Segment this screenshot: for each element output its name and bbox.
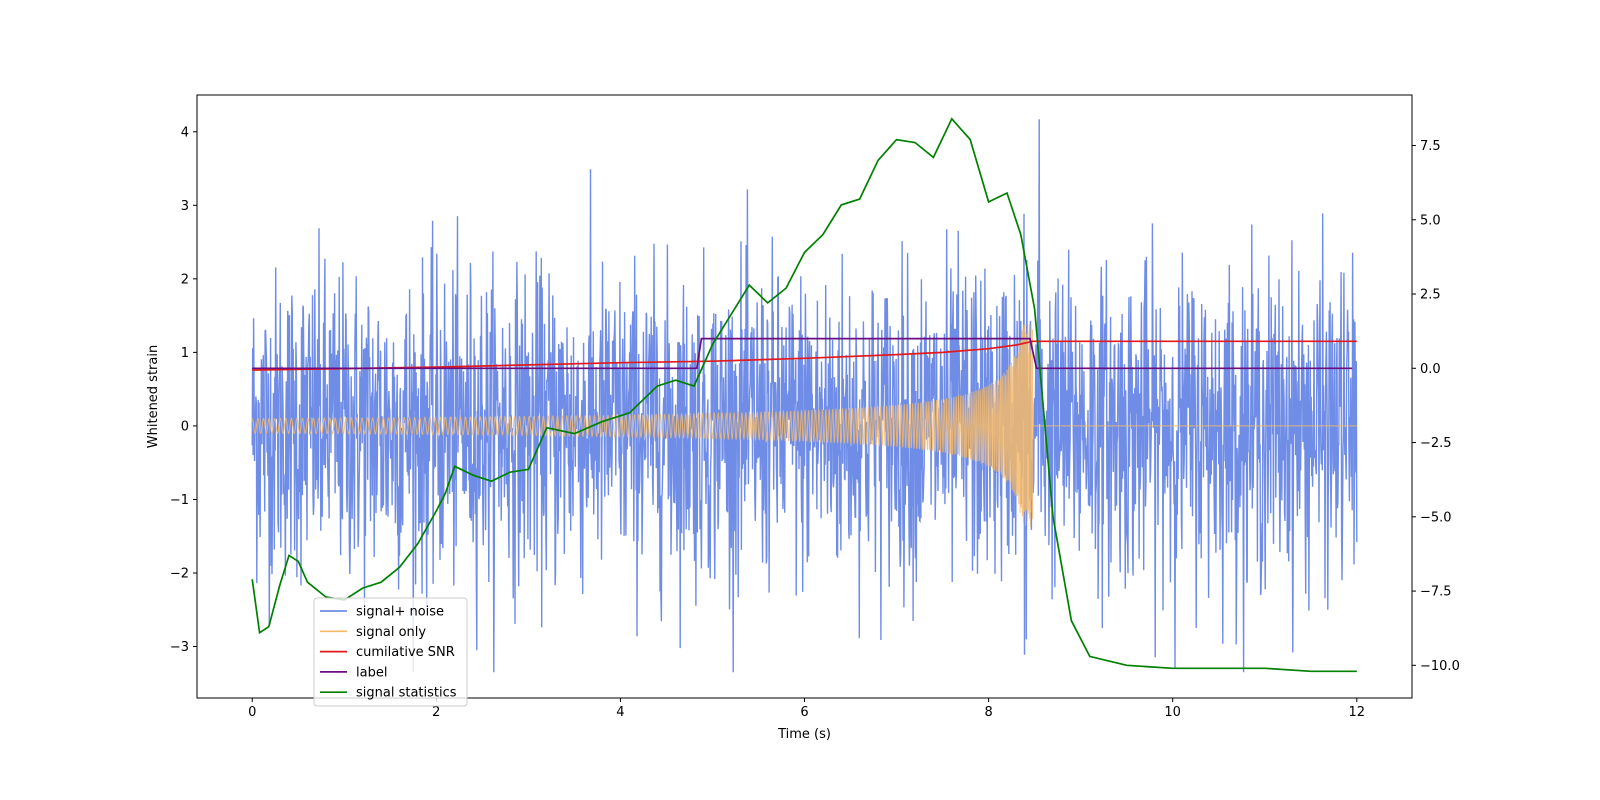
legend-entry: signal only: [356, 625, 426, 640]
x-tick-label: 2: [432, 705, 440, 720]
legend-entry: signal+ noise: [356, 605, 444, 620]
x-tick-label: 4: [616, 705, 624, 720]
x-axis: 0 2 4 6 8 10 12: [248, 698, 1365, 720]
series-label: [252, 337, 1353, 370]
plot-area: [251, 117, 1358, 673]
y-tick-label: 0: [181, 419, 189, 434]
y2-tick-label: 7.5: [1420, 139, 1441, 154]
legend-entry: signal statistics: [356, 686, 457, 701]
series-signal-only: [251, 323, 1357, 527]
y-tick-label: 4: [181, 125, 189, 140]
y-tick-label: 2: [181, 272, 189, 287]
x-tick-label: 10: [1164, 705, 1181, 720]
x-tick-label: 8: [984, 705, 992, 720]
series-signal-statistics: [251, 117, 1357, 673]
y2-tick-label: 0.0: [1420, 362, 1441, 377]
legend-entry: label: [356, 665, 387, 680]
x-tick-label: 0: [248, 705, 256, 720]
y2-tick-label: −10.0: [1420, 659, 1460, 674]
y-axis-label: Whitened strain: [146, 345, 161, 448]
y-axis-right: −10.0 −7.5 −5.0 −2.5 0.0 2.5 5.0 7.5: [1412, 139, 1460, 674]
y2-tick-label: −2.5: [1420, 436, 1452, 451]
y-tick-label: −2: [170, 566, 189, 581]
series-cumilative-snr: [252, 340, 1357, 371]
legend-entry: cumilative SNR: [356, 645, 455, 660]
y-tick-label: 3: [181, 199, 189, 214]
y-tick-label: −1: [170, 493, 189, 508]
x-tick-label: 12: [1348, 705, 1365, 720]
y-tick-label: 1: [181, 346, 189, 361]
series-signal-plus-noise: [251, 119, 1358, 673]
x-tick-label: 6: [800, 705, 808, 720]
y-axis-left: −3 −2 −1 0 1 2 3 4: [170, 125, 197, 655]
y2-tick-label: −5.0: [1420, 510, 1452, 525]
legend-box: [313, 597, 468, 707]
y2-tick-label: 5.0: [1420, 213, 1441, 228]
x-axis-label: Time (s): [777, 727, 831, 742]
y2-tick-label: −7.5: [1420, 585, 1452, 600]
y-tick-label: −3: [170, 640, 189, 655]
legend: signal+ noise signal only cumilative SNR la…: [313, 597, 468, 707]
y2-tick-label: 2.5: [1420, 288, 1441, 303]
